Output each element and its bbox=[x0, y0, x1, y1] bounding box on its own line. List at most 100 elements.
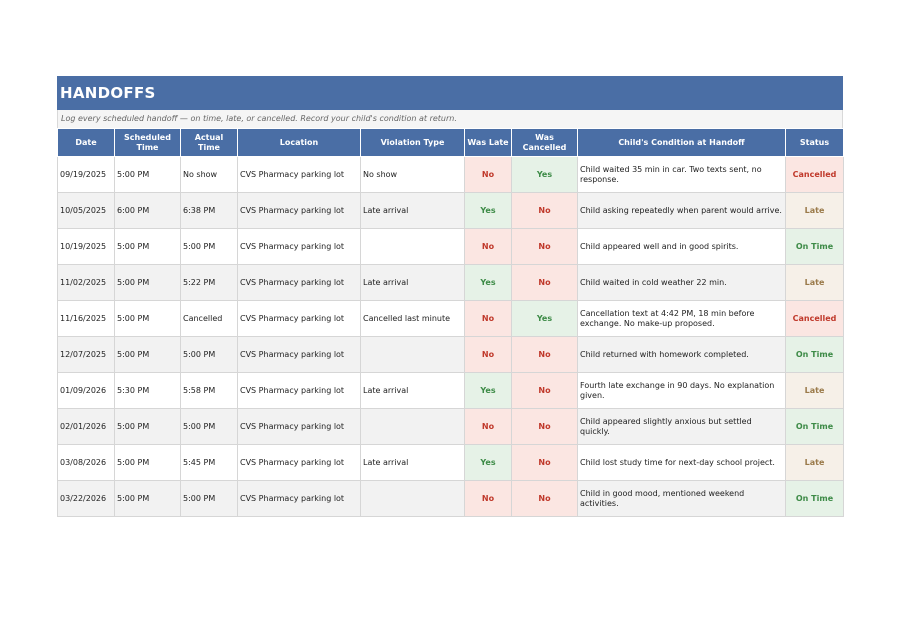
cell-location[interactable]: CVS Pharmacy parking lot bbox=[237, 264, 361, 301]
cell-status[interactable]: Late bbox=[785, 192, 844, 229]
cell-child-condition[interactable]: Cancellation text at 4:42 PM, 18 min bef… bbox=[577, 300, 786, 337]
cell-scheduled-time[interactable]: 5:00 PM bbox=[114, 480, 181, 517]
table-row[interactable]: 01/09/2026 5:30 PM 5:58 PM CVS Pharmacy par… bbox=[57, 372, 844, 409]
cell-child-condition[interactable]: Child lost study time for next-day schoo… bbox=[577, 444, 786, 481]
cell-scheduled-time[interactable]: 5:30 PM bbox=[114, 372, 181, 409]
table-row[interactable]: 09/19/2025 5:00 PM No show CVS Pharmacy par… bbox=[57, 156, 844, 193]
cell-date[interactable]: 11/02/2025 bbox=[57, 264, 115, 301]
cell-child-condition[interactable]: Child asking repeatedly when parent woul… bbox=[577, 192, 786, 229]
table-row[interactable]: 02/01/2026 5:00 PM 5:00 PM CVS Pharmacy par… bbox=[57, 408, 844, 445]
cell-was-late[interactable]: No bbox=[464, 480, 512, 517]
cell-was-late[interactable]: No bbox=[464, 156, 512, 193]
col-header-location[interactable]: Location bbox=[237, 128, 361, 157]
cell-violation-type[interactable]: Late arrival bbox=[360, 372, 465, 409]
cell-location[interactable]: CVS Pharmacy parking lot bbox=[237, 336, 361, 373]
cell-scheduled-time[interactable]: 5:00 PM bbox=[114, 300, 181, 337]
cell-status[interactable]: On Time bbox=[785, 228, 844, 265]
cell-child-condition[interactable]: Fourth late exchange in 90 days. No expl… bbox=[577, 372, 786, 409]
cell-date[interactable]: 09/19/2025 bbox=[57, 156, 115, 193]
cell-location[interactable]: CVS Pharmacy parking lot bbox=[237, 480, 361, 517]
cell-actual-time[interactable]: 5:22 PM bbox=[180, 264, 238, 301]
cell-actual-time[interactable]: 5:45 PM bbox=[180, 444, 238, 481]
cell-status[interactable]: Cancelled bbox=[785, 300, 844, 337]
cell-status[interactable]: On Time bbox=[785, 336, 844, 373]
table-row[interactable]: 11/02/2025 5:00 PM 5:22 PM CVS Pharmacy par… bbox=[57, 264, 844, 301]
table-row[interactable]: 11/16/2025 5:00 PM Cancelled CVS Pharmacy p… bbox=[57, 300, 844, 337]
cell-actual-time[interactable]: 5:00 PM bbox=[180, 480, 238, 517]
cell-date[interactable]: 10/05/2025 bbox=[57, 192, 115, 229]
cell-location[interactable]: CVS Pharmacy parking lot bbox=[237, 408, 361, 445]
col-header-date[interactable]: Date bbox=[57, 128, 115, 157]
col-header-was-late[interactable]: Was Late bbox=[464, 128, 512, 157]
table-row[interactable]: 12/07/2025 5:00 PM 5:00 PM CVS Pharmacy par… bbox=[57, 336, 844, 373]
cell-violation-type[interactable]: Late arrival bbox=[360, 264, 465, 301]
cell-was-late[interactable]: No bbox=[464, 300, 512, 337]
cell-was-cancelled[interactable]: No bbox=[511, 444, 578, 481]
cell-actual-time[interactable]: 5:58 PM bbox=[180, 372, 238, 409]
cell-status[interactable]: Late bbox=[785, 264, 844, 301]
table-row[interactable]: 10/19/2025 5:00 PM 5:00 PM CVS Pharmacy par… bbox=[57, 228, 844, 265]
col-header-status[interactable]: Status bbox=[785, 128, 844, 157]
cell-scheduled-time[interactable]: 5:00 PM bbox=[114, 408, 181, 445]
cell-child-condition[interactable]: Child waited 35 min in car. Two texts se… bbox=[577, 156, 786, 193]
col-header-child-condition[interactable]: Child's Condition at Handoff bbox=[577, 128, 786, 157]
cell-location[interactable]: CVS Pharmacy parking lot bbox=[237, 228, 361, 265]
col-header-actual-time[interactable]: Actual Time bbox=[180, 128, 238, 157]
cell-child-condition[interactable]: Child in good mood, mentioned weekend ac… bbox=[577, 480, 786, 517]
cell-date[interactable]: 10/19/2025 bbox=[57, 228, 115, 265]
col-header-was-cancelled[interactable]: Was Cancelled bbox=[511, 128, 578, 157]
cell-scheduled-time[interactable]: 5:00 PM bbox=[114, 336, 181, 373]
cell-scheduled-time[interactable]: 5:00 PM bbox=[114, 444, 181, 481]
cell-actual-time[interactable]: No show bbox=[180, 156, 238, 193]
cell-was-late[interactable]: No bbox=[464, 408, 512, 445]
cell-violation-type[interactable]: No show bbox=[360, 156, 465, 193]
cell-child-condition[interactable]: Child waited in cold weather 22 min. bbox=[577, 264, 786, 301]
cell-actual-time[interactable]: 6:38 PM bbox=[180, 192, 238, 229]
cell-date[interactable]: 12/07/2025 bbox=[57, 336, 115, 373]
cell-date[interactable]: 01/09/2026 bbox=[57, 372, 115, 409]
cell-actual-time[interactable]: 5:00 PM bbox=[180, 228, 238, 265]
table-row[interactable]: 10/05/2025 6:00 PM 6:38 PM CVS Pharmacy par… bbox=[57, 192, 844, 229]
cell-was-cancelled[interactable]: No bbox=[511, 372, 578, 409]
cell-date[interactable]: 11/16/2025 bbox=[57, 300, 115, 337]
cell-scheduled-time[interactable]: 5:00 PM bbox=[114, 228, 181, 265]
cell-date[interactable]: 03/22/2026 bbox=[57, 480, 115, 517]
cell-was-late[interactable]: Yes bbox=[464, 264, 512, 301]
cell-was-late[interactable]: Yes bbox=[464, 192, 512, 229]
cell-date[interactable]: 03/08/2026 bbox=[57, 444, 115, 481]
cell-violation-type[interactable] bbox=[360, 336, 465, 373]
cell-was-cancelled[interactable]: No bbox=[511, 192, 578, 229]
cell-was-cancelled[interactable]: No bbox=[511, 228, 578, 265]
cell-violation-type[interactable]: Cancelled last minute bbox=[360, 300, 465, 337]
cell-scheduled-time[interactable]: 5:00 PM bbox=[114, 264, 181, 301]
cell-violation-type[interactable]: Late arrival bbox=[360, 192, 465, 229]
cell-date[interactable]: 02/01/2026 bbox=[57, 408, 115, 445]
cell-status[interactable]: On Time bbox=[785, 480, 844, 517]
cell-was-cancelled[interactable]: No bbox=[511, 264, 578, 301]
cell-was-late[interactable]: Yes bbox=[464, 444, 512, 481]
cell-scheduled-time[interactable]: 5:00 PM bbox=[114, 156, 181, 193]
cell-location[interactable]: CVS Pharmacy parking lot bbox=[237, 156, 361, 193]
cell-location[interactable]: CVS Pharmacy parking lot bbox=[237, 300, 361, 337]
cell-actual-time[interactable]: 5:00 PM bbox=[180, 336, 238, 373]
cell-location[interactable]: CVS Pharmacy parking lot bbox=[237, 192, 361, 229]
cell-violation-type[interactable] bbox=[360, 408, 465, 445]
cell-was-late[interactable]: Yes bbox=[464, 372, 512, 409]
cell-was-late[interactable]: No bbox=[464, 336, 512, 373]
cell-actual-time[interactable]: 5:00 PM bbox=[180, 408, 238, 445]
cell-status[interactable]: On Time bbox=[785, 408, 844, 445]
cell-violation-type[interactable] bbox=[360, 228, 465, 265]
cell-was-cancelled[interactable]: No bbox=[511, 336, 578, 373]
col-header-scheduled-time[interactable]: Scheduled Time bbox=[114, 128, 181, 157]
cell-violation-type[interactable]: Late arrival bbox=[360, 444, 465, 481]
cell-child-condition[interactable]: Child appeared slightly anxious but sett… bbox=[577, 408, 786, 445]
table-row[interactable]: 03/08/2026 5:00 PM 5:45 PM CVS Pharmacy par… bbox=[57, 444, 844, 481]
cell-was-cancelled[interactable]: No bbox=[511, 408, 578, 445]
cell-child-condition[interactable]: Child appeared well and in good spirits. bbox=[577, 228, 786, 265]
cell-location[interactable]: CVS Pharmacy parking lot bbox=[237, 444, 361, 481]
cell-was-cancelled[interactable]: Yes bbox=[511, 300, 578, 337]
cell-actual-time[interactable]: Cancelled bbox=[180, 300, 238, 337]
cell-violation-type[interactable] bbox=[360, 480, 465, 517]
cell-location[interactable]: CVS Pharmacy parking lot bbox=[237, 372, 361, 409]
table-row[interactable]: 03/22/2026 5:00 PM 5:00 PM CVS Pharmacy par… bbox=[57, 480, 844, 517]
